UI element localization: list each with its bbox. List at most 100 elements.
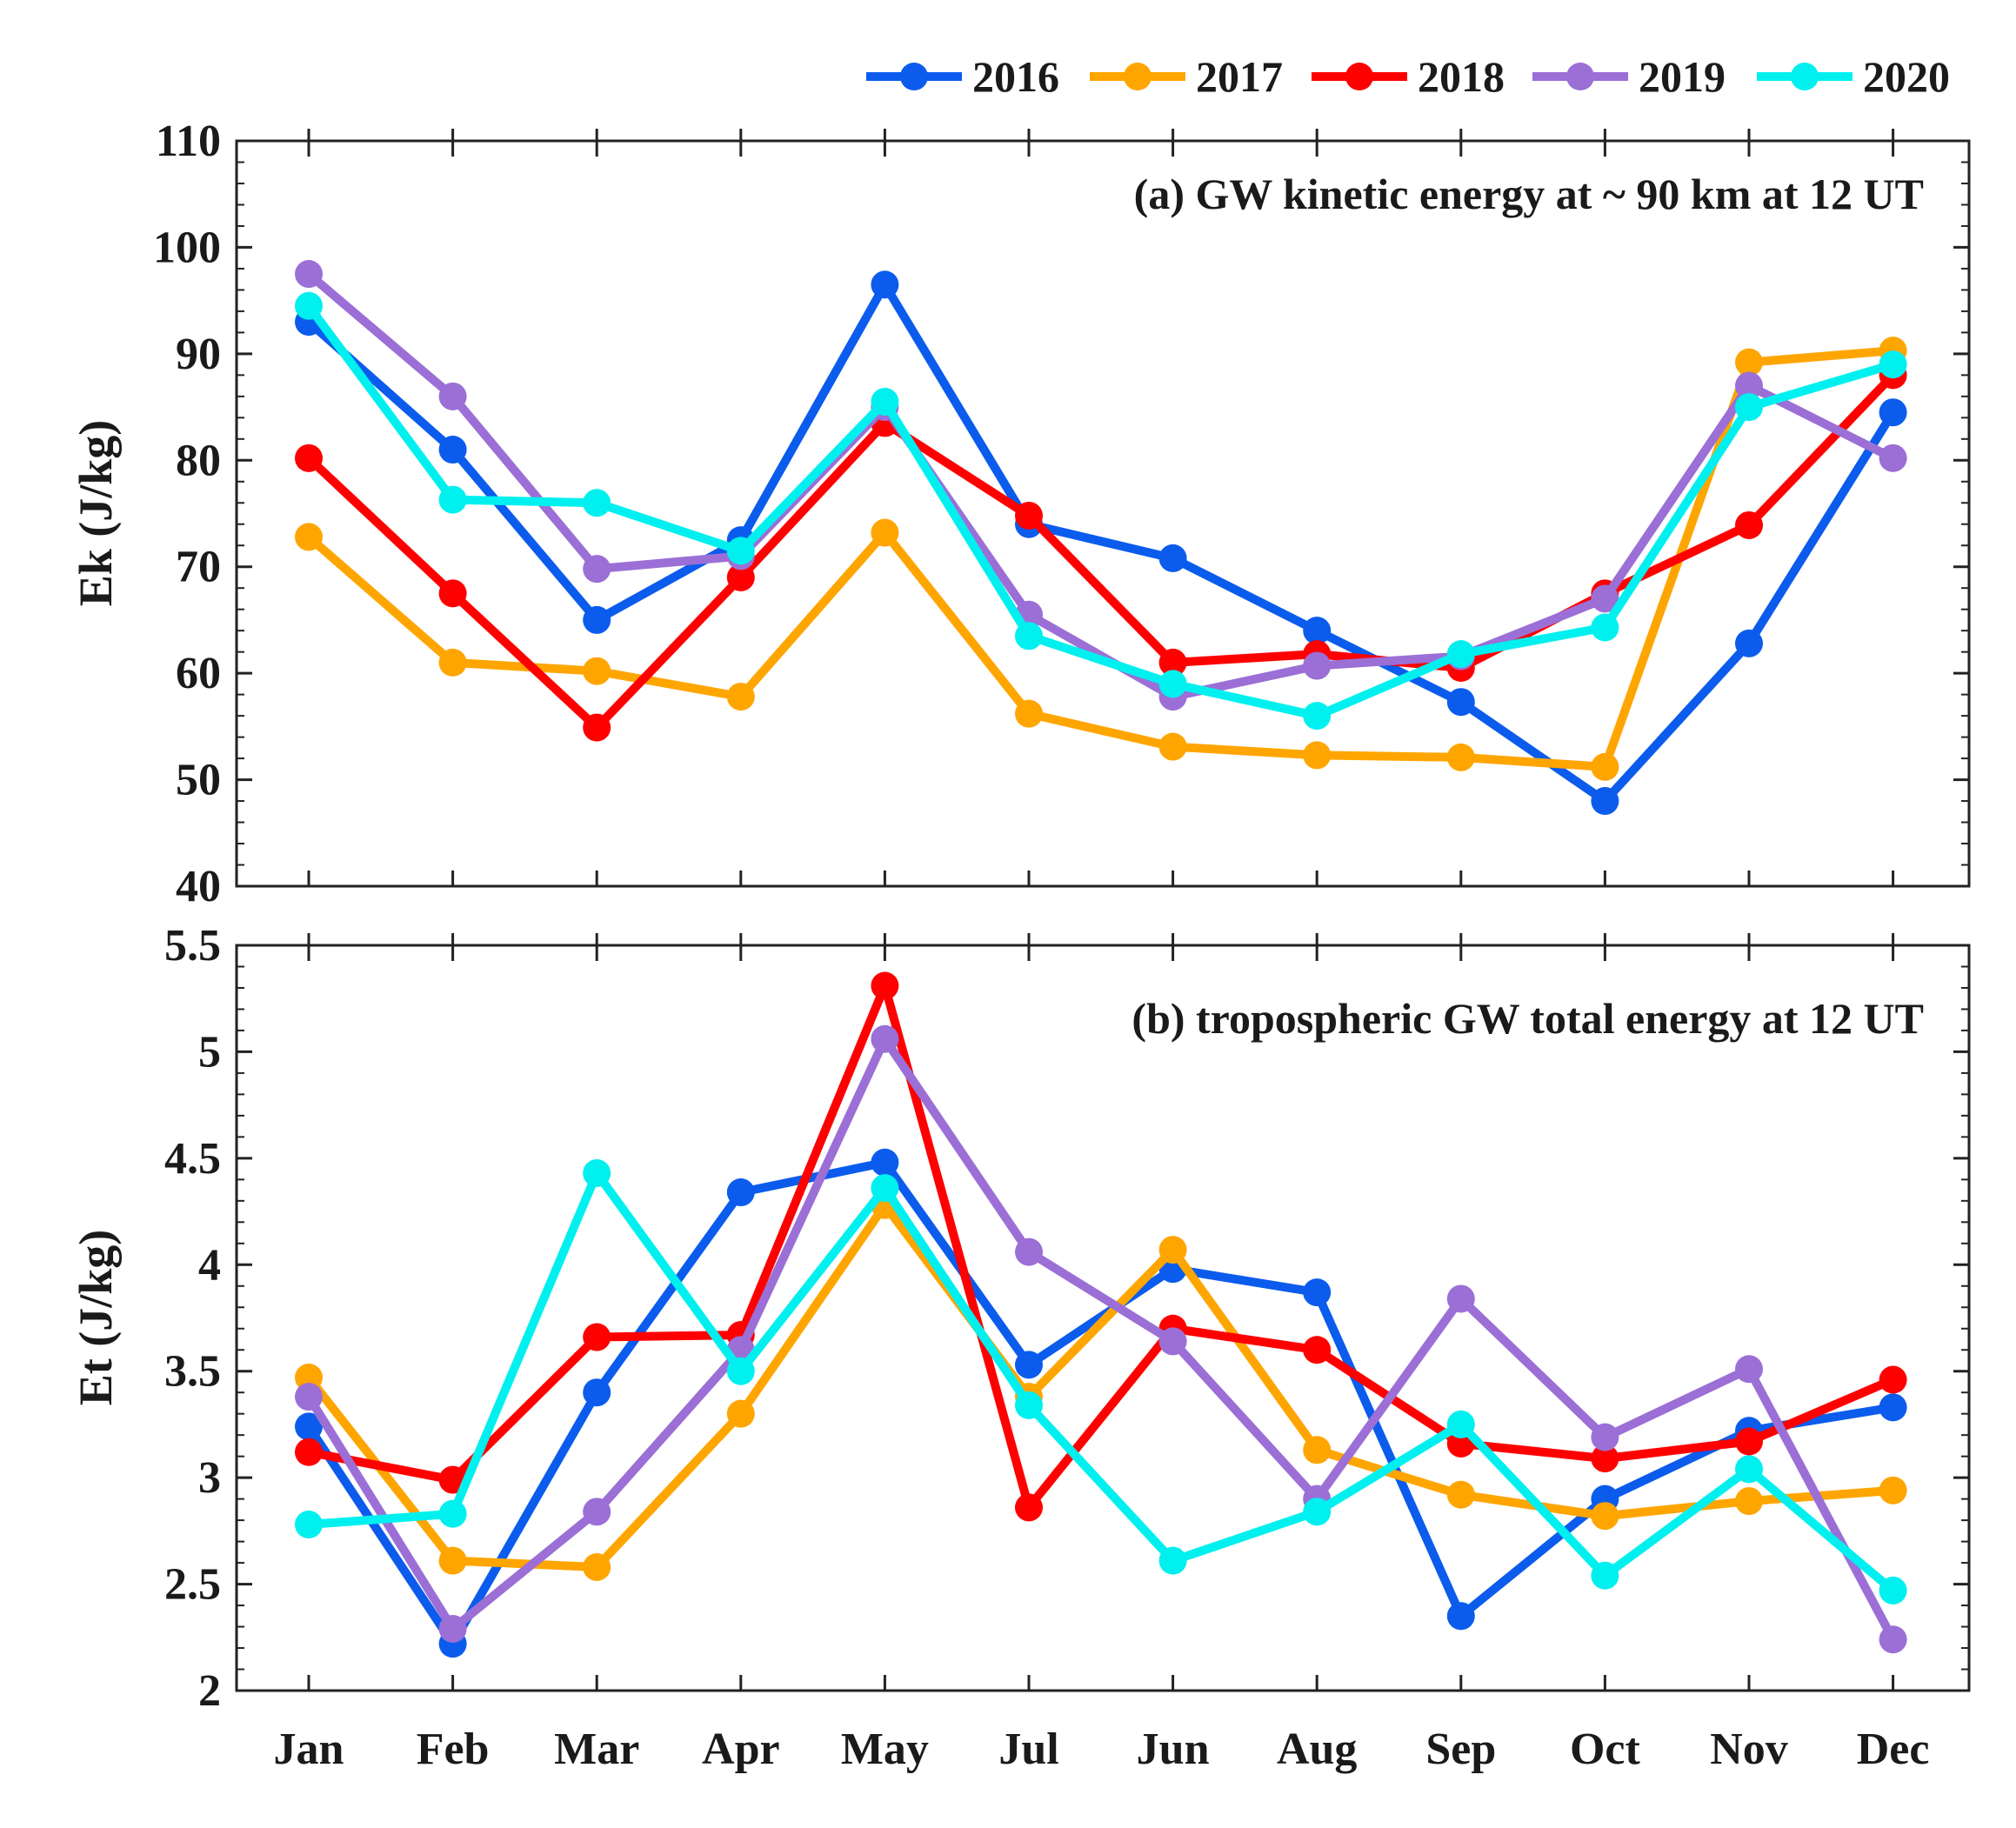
data-point-2019 — [583, 1498, 611, 1526]
data-point-2017 — [726, 683, 755, 711]
data-point-2019 — [1591, 1423, 1619, 1451]
x-tick-label: Feb — [417, 1725, 490, 1774]
y-tick-label: 5 — [198, 1027, 221, 1077]
data-point-2017 — [1303, 741, 1332, 770]
y-tick-label: 60 — [176, 649, 221, 698]
legend-item-2018: 2018 — [1312, 52, 1505, 101]
series-2020 — [295, 1158, 1907, 1605]
data-point-2020 — [1015, 1391, 1043, 1419]
series-line-2016 — [304, 280, 1898, 806]
data-point-2020 — [1158, 670, 1187, 698]
data-point-2016 — [583, 1378, 611, 1407]
x-tick-label: Dec — [1857, 1725, 1930, 1774]
series-line-2017 — [304, 346, 1898, 771]
data-point-2016 — [1591, 787, 1619, 816]
data-point-2019 — [1879, 444, 1907, 472]
panel-b-frame — [235, 944, 1971, 1692]
x-tick-label: May — [841, 1725, 929, 1774]
x-tick-label: Apr — [702, 1725, 780, 1774]
legend-swatch-marker — [1345, 63, 1373, 90]
data-point-2019 — [583, 555, 611, 584]
data-point-2017 — [1158, 1236, 1187, 1264]
data-point-2018 — [1015, 1493, 1043, 1522]
data-point-2020 — [1303, 1498, 1332, 1526]
panel-b-ticks: 2 2.5 3 3.5 4 4.5 5 5.5 — [164, 921, 1969, 1716]
data-point-2018 — [1158, 648, 1187, 677]
y-tick-label: 80 — [176, 436, 221, 485]
data-point-2019 — [1735, 371, 1763, 400]
data-point-2019 — [1446, 1284, 1475, 1313]
data-point-2018 — [438, 579, 467, 608]
data-point-2020 — [871, 1174, 899, 1203]
data-point-2017 — [438, 1546, 467, 1575]
data-point-2020 — [583, 1158, 611, 1187]
legend-item-2019: 2019 — [1532, 52, 1726, 101]
y-tick-label: 70 — [176, 543, 221, 592]
panel-b-ylabel: Et (J/kg) — [70, 1230, 122, 1406]
x-tick-label: Aug — [1277, 1725, 1357, 1774]
panel-b-series — [295, 971, 1907, 1658]
series-line-2019 — [304, 1034, 1898, 1645]
x-tick-label: Mar — [554, 1725, 639, 1774]
data-point-2020 — [1735, 1455, 1763, 1484]
panel-a-ticks: 40 50 60 70 80 90 100 110 — [153, 117, 1969, 911]
data-point-2020 — [295, 1511, 323, 1539]
data-point-2019 — [438, 382, 467, 410]
data-point-2020 — [1735, 393, 1763, 422]
data-point-2017 — [726, 1399, 755, 1428]
panel-b-total-energy: 2 2.5 3 3.5 4 4.5 5 5.5 (b) tropospheric GW tot… — [70, 921, 1971, 1716]
data-point-2017 — [438, 648, 467, 677]
data-point-2017 — [583, 657, 611, 685]
data-point-2016 — [1158, 544, 1187, 572]
data-point-2019 — [871, 1024, 899, 1053]
y-tick-label: 2.5 — [164, 1560, 221, 1610]
data-point-2017 — [1158, 732, 1187, 761]
data-point-2016 — [1303, 1278, 1332, 1307]
data-point-2020 — [438, 485, 467, 514]
legend-item-2020: 2020 — [1757, 52, 1950, 101]
data-point-2017 — [1591, 752, 1619, 781]
legend-label: 2020 — [1863, 52, 1950, 101]
series-2019 — [295, 260, 1907, 711]
series-2016 — [295, 1148, 1907, 1658]
y-tick-label: 3.5 — [164, 1347, 221, 1397]
legend-label: 2017 — [1196, 52, 1283, 101]
data-point-2019 — [1735, 1355, 1763, 1384]
series-line-2020 — [304, 1168, 1898, 1595]
series-line-2018 — [304, 981, 1898, 1512]
legend-label: 2018 — [1418, 52, 1505, 101]
legend-swatch-marker — [1566, 63, 1594, 90]
data-point-2020 — [1158, 1546, 1187, 1575]
data-point-2020 — [1015, 622, 1043, 650]
data-point-2017 — [1591, 1502, 1619, 1531]
y-tick-label: 3 — [198, 1453, 221, 1503]
data-point-2016 — [583, 605, 611, 634]
legend-swatch-marker — [1791, 63, 1819, 90]
x-tick-label: Jul — [998, 1725, 1058, 1774]
data-point-2016 — [438, 436, 467, 464]
legend-label: 2019 — [1639, 52, 1726, 101]
data-point-2019 — [295, 1383, 323, 1411]
legend-label: 2016 — [972, 52, 1059, 101]
data-point-2020 — [1879, 1576, 1907, 1605]
data-point-2018 — [1015, 501, 1043, 530]
data-point-2016 — [1879, 398, 1907, 427]
data-point-2016 — [871, 1148, 899, 1177]
y-tick-label: 40 — [176, 862, 221, 911]
y-tick-label: 4 — [198, 1240, 221, 1290]
y-tick-label: 4.5 — [164, 1134, 221, 1184]
data-point-2019 — [1015, 1238, 1043, 1266]
data-point-2016 — [1015, 1351, 1043, 1379]
legend-item-2016: 2016 — [866, 52, 1059, 101]
panel-a-frame — [235, 139, 1971, 888]
data-point-2019 — [1303, 651, 1332, 680]
y-tick-label: 50 — [176, 756, 221, 805]
data-point-2018 — [1735, 510, 1763, 539]
data-point-2017 — [1446, 1480, 1475, 1509]
data-point-2020 — [1303, 702, 1332, 731]
legend-item-2017: 2017 — [1090, 52, 1283, 101]
data-point-2016 — [1879, 1393, 1907, 1422]
series-line-2017 — [304, 1200, 1898, 1571]
data-point-2016 — [871, 270, 899, 299]
